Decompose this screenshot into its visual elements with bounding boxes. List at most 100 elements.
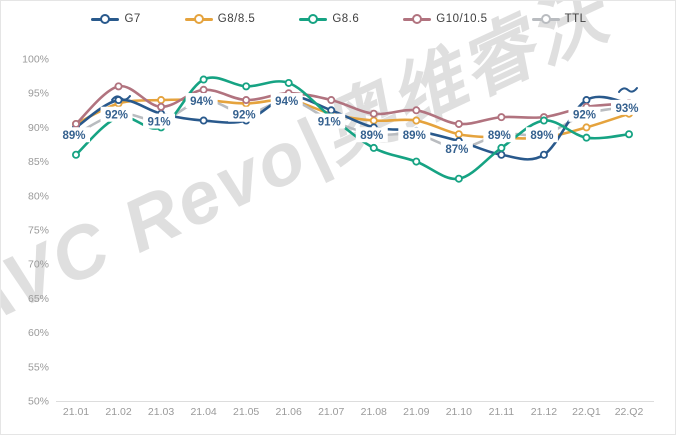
legend-label: G7 (124, 13, 141, 25)
series-marker-G10-10-5-21.02 (114, 82, 123, 91)
tilde-mark (618, 87, 638, 93)
y-tick-label: 50% (28, 396, 49, 408)
data-label-bg (143, 113, 176, 129)
series-marker-G8-6-21.06 (284, 78, 293, 87)
y-tick-label: 75% (28, 225, 49, 237)
data-label: 93% (615, 103, 638, 115)
series-marker-G7-22.Q1 (582, 96, 591, 105)
data-label: 89% (488, 130, 511, 142)
data-label: 91% (318, 117, 341, 129)
data-label: 91% (148, 117, 171, 129)
series-marker-G7-21.11 (497, 150, 506, 159)
data-label-bg (228, 106, 261, 122)
legend-line-marker (403, 14, 432, 24)
series-marker-G7-21.04 (199, 116, 208, 125)
y-tick-label: 100% (22, 54, 49, 66)
data-label-bg (440, 140, 473, 156)
legend-item-G7[interactable]: G7 (91, 13, 140, 25)
x-tick-label: 21.04 (190, 406, 216, 418)
legend-line-marker (91, 14, 120, 24)
x-tick-label: 21.07 (318, 406, 344, 418)
x-tick-label: 21.08 (361, 406, 387, 418)
x-tick-label: 21.09 (403, 406, 429, 418)
series-marker-G8-6-21.01 (72, 150, 81, 159)
y-tick-label: 55% (28, 361, 49, 373)
data-label: 94% (190, 96, 213, 108)
series-marker-G10-10-5-21.01 (72, 119, 81, 128)
series-marker-G10-10-5-21.04 (199, 85, 208, 94)
series-marker-G7-21.07 (327, 106, 336, 115)
data-label: 92% (105, 110, 128, 122)
y-tick-label: 95% (28, 88, 49, 100)
y-tick-label: 70% (28, 259, 49, 271)
legend-dot-icon (308, 14, 319, 24)
data-label-bg (568, 106, 601, 122)
series-marker-G8-6-21.10 (454, 174, 463, 183)
x-tick-label: 22.Q1 (572, 406, 601, 418)
series-marker-G10-10-5-21.07 (327, 96, 336, 105)
legend-label: G8/8.5 (217, 13, 256, 25)
series-marker-G8-6-22.Q2 (625, 130, 634, 139)
legend-label: G8.6 (332, 13, 360, 25)
y-tick-label: 80% (28, 190, 49, 202)
legend-label: TTL (564, 13, 587, 25)
x-tick-label: 21.03 (148, 406, 174, 418)
legend-item-G8-8-5[interactable]: G8/8.5 (184, 13, 256, 25)
legend: G7 G8/8.5 G8.6 G10/10.5 TTL (1, 13, 675, 25)
data-label: 89% (360, 130, 383, 142)
data-label: 92% (233, 110, 256, 122)
series-marker-G10-10-5-21.03 (157, 102, 166, 111)
legend-line-marker (531, 14, 560, 24)
series-marker-G8-8-5-21.03 (157, 96, 166, 105)
series-marker-G8-6-21.05 (242, 82, 251, 91)
x-tick-label: 21.02 (105, 406, 131, 418)
x-tick-label: 21.05 (233, 406, 259, 418)
data-label-bg (270, 93, 303, 109)
data-label-bg (355, 127, 388, 143)
legend-dot-icon (100, 14, 111, 24)
data-label-bg (58, 127, 90, 143)
legend-label: G10/10.5 (436, 13, 488, 25)
legend-line-marker (299, 14, 328, 24)
series-marker-G8-8-5-21.08 (369, 116, 378, 125)
legend-item-G10-10-5[interactable]: G10/10.5 (403, 13, 487, 25)
tilde-mark (111, 95, 131, 101)
legend-dot-icon (412, 14, 423, 24)
legend-dot-icon (193, 14, 204, 24)
series-marker-G8-8-5-21.10 (454, 130, 463, 139)
x-tick-label: 21.12 (531, 406, 557, 418)
data-label-bg (483, 127, 516, 143)
series-marker-G8-6-21.09 (412, 157, 421, 166)
x-tick-label: 22.Q2 (615, 406, 644, 418)
x-tick-label: 21.01 (63, 406, 89, 418)
legend-item-G8-6[interactable]: G8.6 (299, 13, 359, 25)
series-marker-G10-10-5-21.05 (242, 96, 251, 105)
x-tick-label: 21.06 (276, 406, 302, 418)
series-marker-G8-6-22.Q1 (582, 133, 591, 142)
data-label: 92% (573, 110, 596, 122)
data-label-bg (611, 99, 643, 115)
data-label: 89% (530, 130, 553, 142)
x-tick-label: 21.10 (446, 406, 472, 418)
series-marker-G8-8-5-21.09 (412, 116, 421, 125)
series-marker-G10-10-5-21.11 (497, 113, 506, 122)
series-marker-G10-10-5-21.10 (454, 119, 463, 128)
series-marker-G8-6-21.11 (497, 143, 506, 152)
data-label: 89% (62, 130, 85, 142)
data-label-bg (313, 113, 346, 129)
y-tick-label: 65% (28, 293, 49, 305)
series-marker-G7-21.12 (539, 150, 548, 159)
data-label: 87% (445, 144, 468, 156)
y-tick-label: 90% (28, 122, 49, 134)
y-tick-label: 60% (28, 327, 49, 339)
legend-dot-icon (540, 14, 551, 24)
data-label: 94% (275, 96, 298, 108)
legend-item-TTL[interactable]: TTL (531, 13, 587, 25)
data-label-bg (525, 127, 558, 143)
series-marker-G10-10-5-21.09 (412, 106, 421, 115)
data-label-bg (185, 93, 218, 109)
series-marker-G8-6-21.12 (539, 116, 548, 125)
x-tick-label: 21.11 (489, 406, 515, 418)
